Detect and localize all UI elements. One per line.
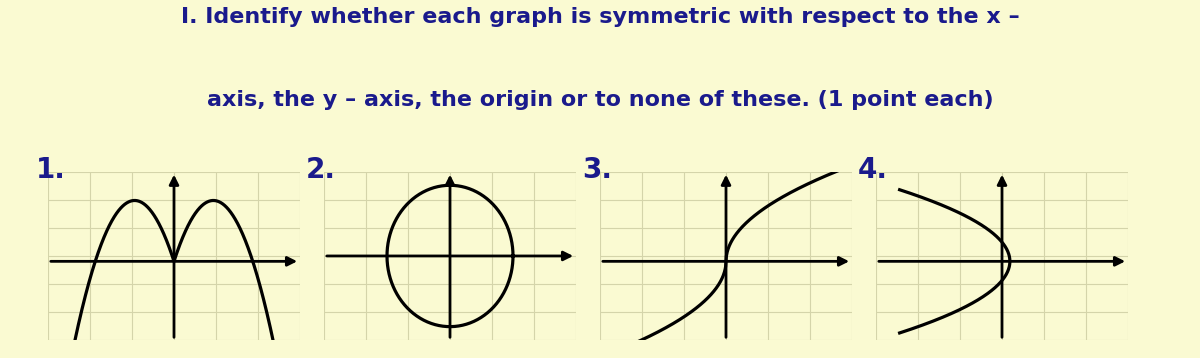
Text: 3.: 3. [582,156,612,184]
Text: 2.: 2. [306,156,336,184]
Text: 4.: 4. [858,156,888,184]
Text: 1.: 1. [36,156,66,184]
Text: axis, the y – axis, the origin or to none of these. (1 point each): axis, the y – axis, the origin or to non… [206,90,994,110]
Text: I. Identify whether each graph is symmetric with respect to the x –: I. Identify whether each graph is symmet… [181,7,1019,27]
